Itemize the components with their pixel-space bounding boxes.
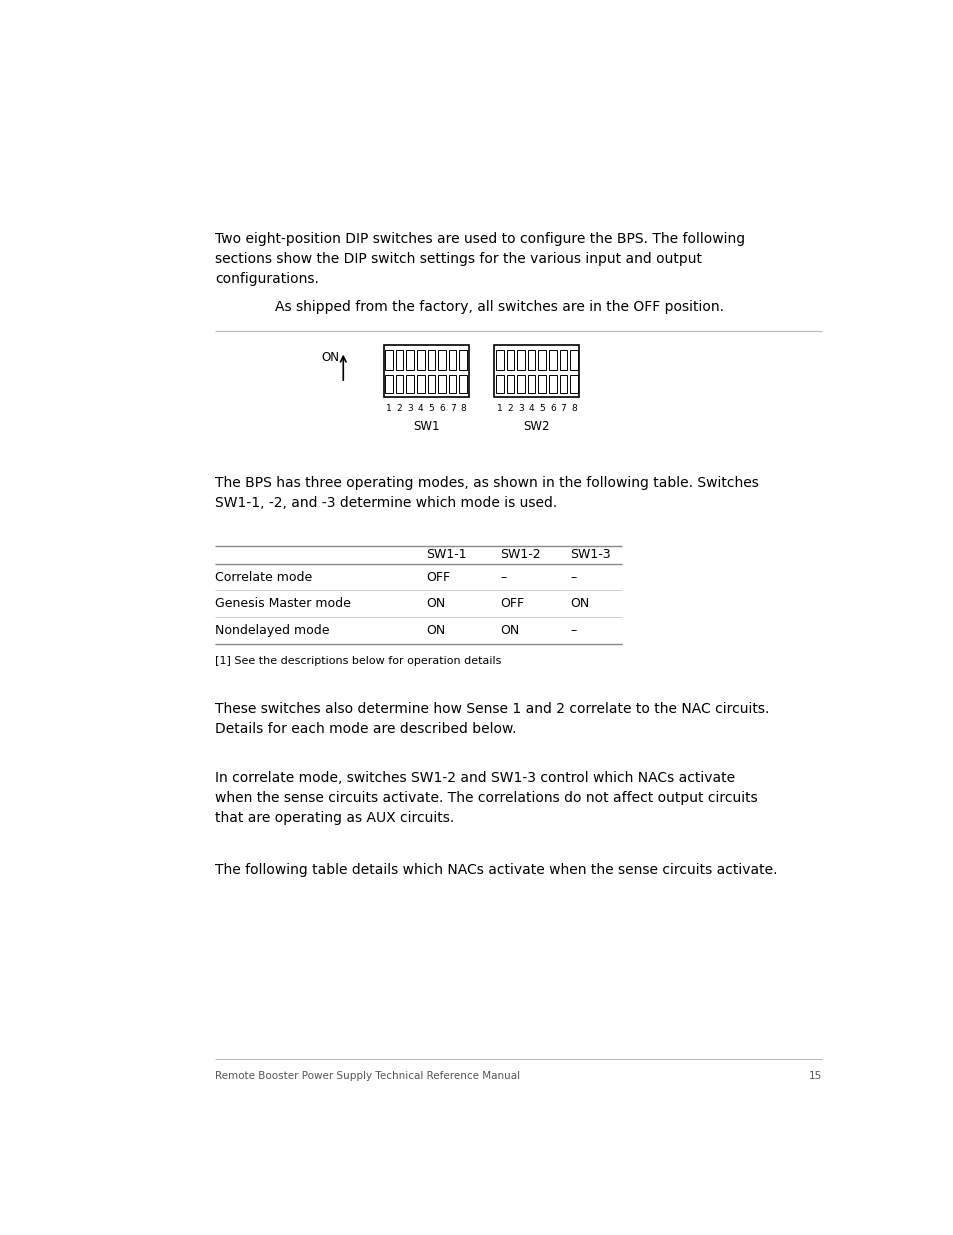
Text: Genesis Master mode: Genesis Master mode bbox=[215, 598, 351, 610]
Bar bbox=[448, 375, 456, 393]
Bar bbox=[537, 351, 545, 370]
Bar bbox=[459, 375, 467, 393]
Text: 8: 8 bbox=[571, 404, 577, 412]
Text: 4: 4 bbox=[528, 404, 534, 412]
Text: 5: 5 bbox=[428, 404, 434, 412]
Text: These switches also determine how Sense 1 and 2 correlate to the NAC circuits.
D: These switches also determine how Sense … bbox=[215, 701, 769, 736]
Bar bbox=[406, 351, 414, 370]
Text: 4: 4 bbox=[417, 404, 423, 412]
Text: ON: ON bbox=[499, 624, 518, 637]
Bar bbox=[383, 345, 468, 398]
Text: The following table details which NACs activate when the sense circuits activate: The following table details which NACs a… bbox=[215, 863, 777, 877]
Text: –: – bbox=[570, 571, 576, 584]
Bar bbox=[494, 345, 578, 398]
Text: Correlate mode: Correlate mode bbox=[215, 571, 313, 584]
Text: OFF: OFF bbox=[499, 598, 523, 610]
Text: 2: 2 bbox=[396, 404, 402, 412]
Text: 6: 6 bbox=[438, 404, 444, 412]
Bar bbox=[496, 375, 503, 393]
Bar bbox=[437, 375, 445, 393]
Bar bbox=[437, 351, 445, 370]
Text: SW1-2: SW1-2 bbox=[499, 548, 540, 561]
Text: 1: 1 bbox=[386, 404, 392, 412]
Bar bbox=[517, 375, 524, 393]
Text: –: – bbox=[499, 571, 506, 584]
Bar bbox=[416, 351, 424, 370]
Bar bbox=[517, 351, 524, 370]
Text: 6: 6 bbox=[550, 404, 556, 412]
Bar bbox=[506, 375, 514, 393]
Text: As shipped from the factory, all switches are in the OFF position.: As shipped from the factory, all switche… bbox=[274, 300, 722, 315]
Bar bbox=[559, 351, 567, 370]
Bar bbox=[549, 351, 557, 370]
Bar bbox=[527, 375, 535, 393]
Text: In correlate mode, switches SW1-2 and SW1-3 control which NACs activate
when the: In correlate mode, switches SW1-2 and SW… bbox=[215, 771, 758, 825]
Text: OFF: OFF bbox=[426, 571, 450, 584]
Bar bbox=[559, 375, 567, 393]
Text: –: – bbox=[570, 624, 576, 637]
Text: 3: 3 bbox=[517, 404, 523, 412]
Bar bbox=[395, 351, 403, 370]
Text: SW1-3: SW1-3 bbox=[570, 548, 610, 561]
Bar bbox=[506, 351, 514, 370]
Text: ON: ON bbox=[570, 598, 589, 610]
Bar bbox=[570, 375, 578, 393]
Text: 8: 8 bbox=[460, 404, 466, 412]
Bar bbox=[537, 375, 545, 393]
Text: 5: 5 bbox=[538, 404, 544, 412]
Bar bbox=[395, 375, 403, 393]
Text: 1: 1 bbox=[497, 404, 502, 412]
Text: Nondelayed mode: Nondelayed mode bbox=[215, 624, 330, 637]
Text: Remote Booster Power Supply Technical Reference Manual: Remote Booster Power Supply Technical Re… bbox=[215, 1071, 520, 1081]
Text: 7: 7 bbox=[560, 404, 566, 412]
Text: SW2: SW2 bbox=[523, 420, 550, 433]
Text: SW1: SW1 bbox=[413, 420, 439, 433]
Text: Two eight-position DIP switches are used to configure the BPS. The following
sec: Two eight-position DIP switches are used… bbox=[215, 232, 744, 287]
Bar bbox=[406, 375, 414, 393]
Bar bbox=[427, 375, 435, 393]
Bar bbox=[496, 351, 503, 370]
Bar bbox=[416, 375, 424, 393]
Text: ON: ON bbox=[426, 624, 445, 637]
Bar bbox=[570, 351, 578, 370]
Bar bbox=[448, 351, 456, 370]
Bar bbox=[527, 351, 535, 370]
Bar bbox=[427, 351, 435, 370]
Text: [1] See the descriptions below for operation details: [1] See the descriptions below for opera… bbox=[215, 656, 501, 666]
Text: SW1-1: SW1-1 bbox=[426, 548, 466, 561]
Bar bbox=[459, 351, 467, 370]
Text: ON: ON bbox=[321, 351, 339, 364]
Text: 7: 7 bbox=[449, 404, 455, 412]
Text: 2: 2 bbox=[507, 404, 513, 412]
Text: 15: 15 bbox=[807, 1071, 821, 1081]
Text: 3: 3 bbox=[407, 404, 413, 412]
Text: The BPS has three operating modes, as shown in the following table. Switches
SW1: The BPS has three operating modes, as sh… bbox=[215, 477, 759, 510]
Text: ON: ON bbox=[426, 598, 445, 610]
Bar bbox=[549, 375, 557, 393]
Bar bbox=[385, 351, 393, 370]
Bar bbox=[385, 375, 393, 393]
